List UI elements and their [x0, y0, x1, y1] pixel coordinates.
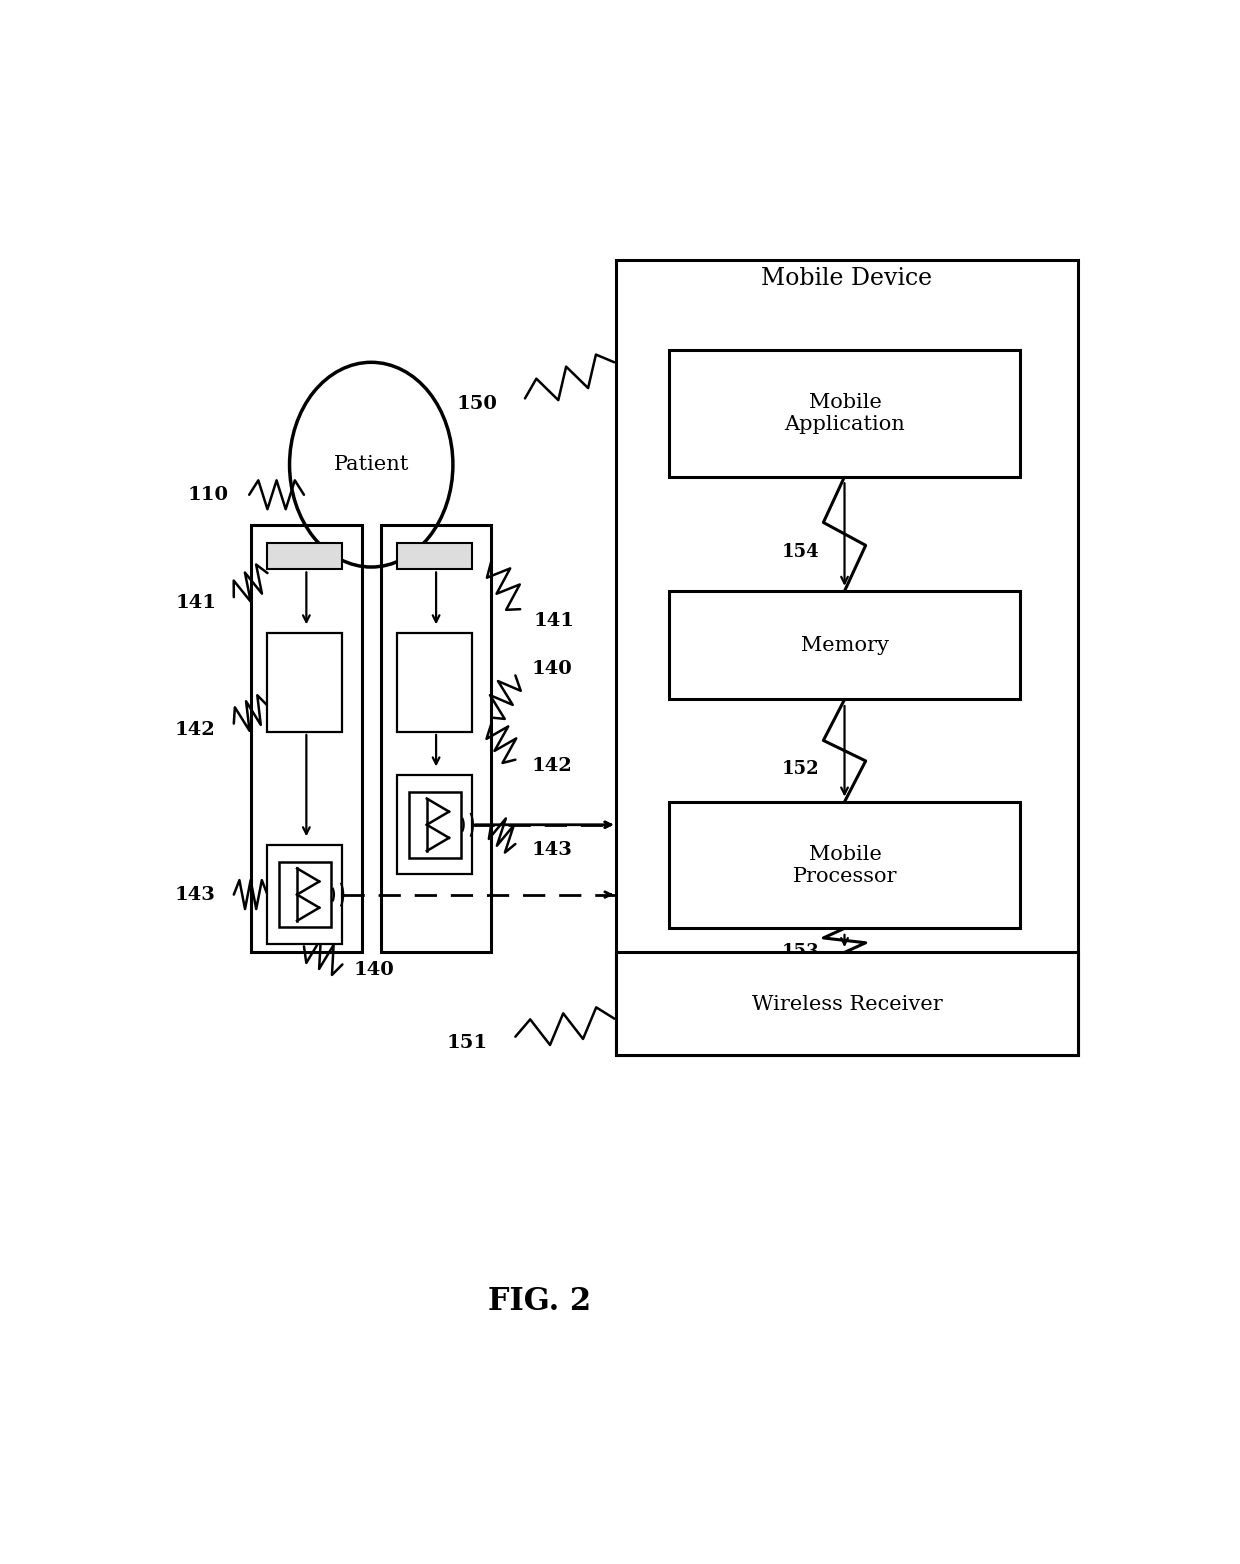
Text: 143: 143	[532, 841, 573, 859]
Text: 141: 141	[176, 594, 217, 612]
Text: 143: 143	[175, 885, 216, 904]
FancyBboxPatch shape	[268, 543, 342, 569]
Text: 152: 152	[782, 760, 820, 777]
Text: 151: 151	[446, 1034, 487, 1051]
FancyBboxPatch shape	[397, 543, 472, 569]
Text: FIG. 2: FIG. 2	[487, 1286, 591, 1317]
Text: 140: 140	[353, 962, 394, 979]
FancyBboxPatch shape	[670, 802, 1019, 929]
Text: 142: 142	[175, 721, 216, 738]
Text: Patient: Patient	[334, 455, 409, 474]
Text: 141: 141	[533, 612, 574, 630]
Text: 150: 150	[456, 396, 497, 413]
Text: 154: 154	[782, 543, 820, 561]
FancyBboxPatch shape	[670, 350, 1019, 477]
FancyBboxPatch shape	[670, 591, 1019, 699]
FancyBboxPatch shape	[268, 633, 342, 732]
Text: 153: 153	[782, 943, 820, 962]
FancyBboxPatch shape	[268, 845, 342, 945]
Text: 110: 110	[187, 486, 228, 504]
Text: Mobile Device: Mobile Device	[761, 267, 932, 289]
Text: 142: 142	[532, 757, 573, 774]
FancyBboxPatch shape	[397, 776, 472, 874]
FancyBboxPatch shape	[616, 952, 1078, 1054]
Text: Mobile
Processor: Mobile Processor	[792, 845, 898, 887]
Text: 140: 140	[532, 660, 573, 679]
Text: Wireless Receiver: Wireless Receiver	[751, 995, 942, 1013]
FancyBboxPatch shape	[397, 633, 472, 732]
Text: Mobile
Application: Mobile Application	[785, 393, 905, 433]
Text: Memory: Memory	[801, 637, 889, 655]
